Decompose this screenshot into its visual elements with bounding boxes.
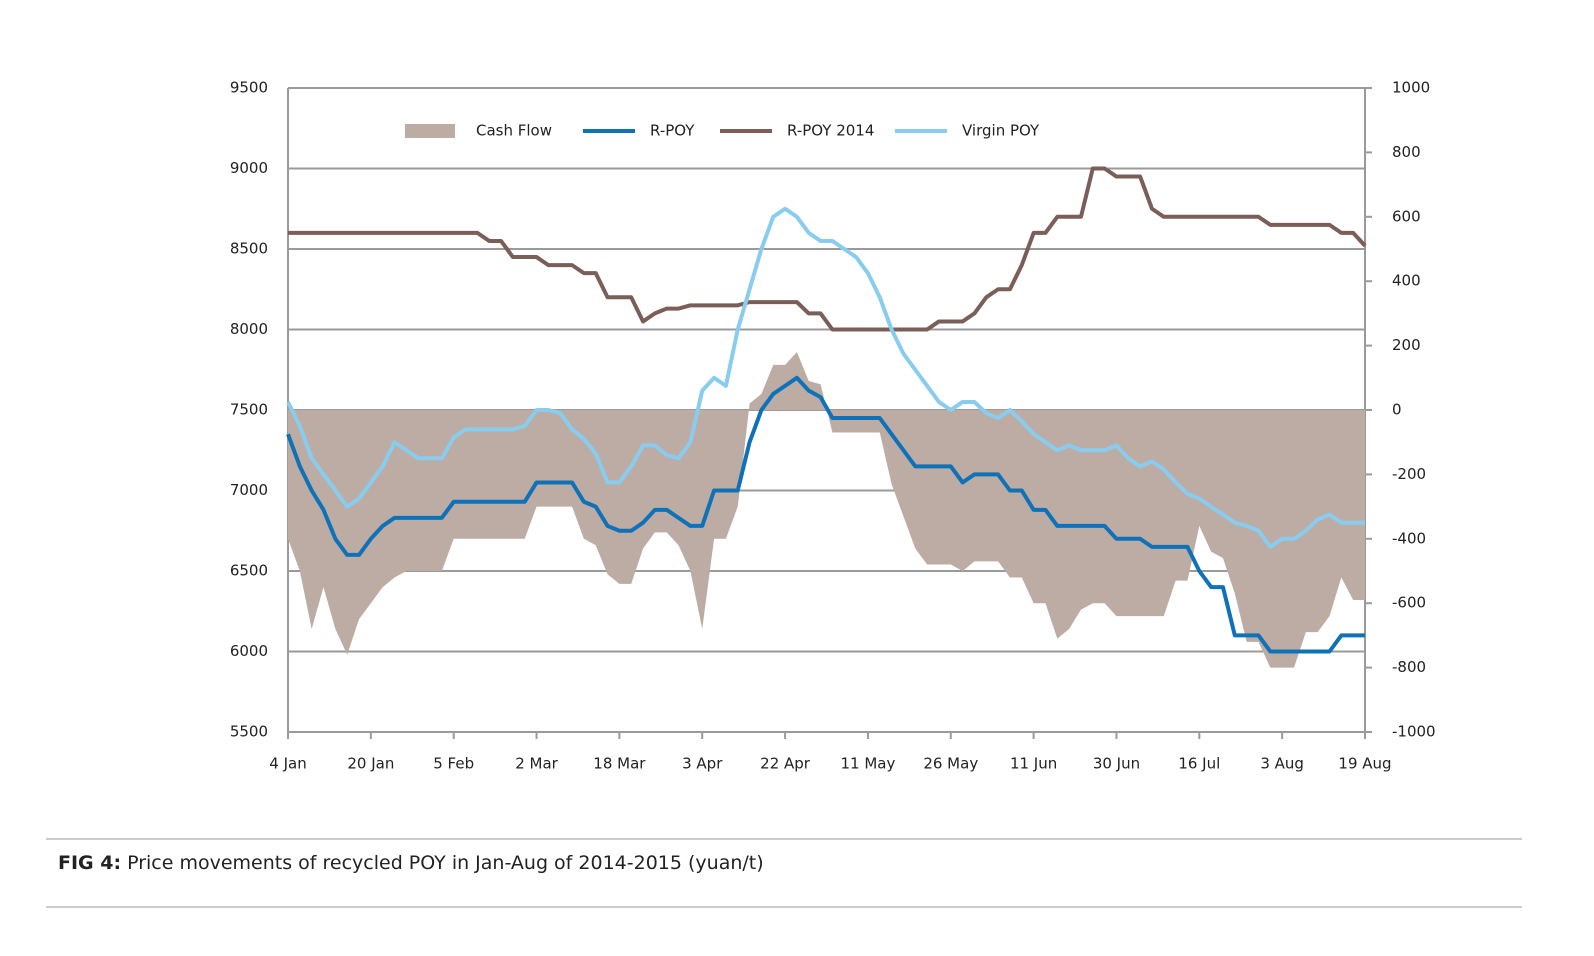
- y-tick-label: 9500: [230, 79, 268, 97]
- y2-tick-label: -200: [1392, 465, 1426, 483]
- line: [286, 375, 1365, 654]
- y2-tick-label: 1000: [1392, 79, 1430, 97]
- line: [288, 166, 1367, 332]
- legend-label: R-POY: [650, 122, 695, 140]
- x-tick-label: 30 Jun: [1093, 755, 1140, 773]
- x-tick-label: 26 May: [923, 755, 978, 773]
- area: [288, 352, 1365, 668]
- y-tick-label: 6500: [230, 562, 268, 580]
- x-tick-label: 3 Aug: [1260, 755, 1304, 773]
- x-tick-label: 5 Feb: [433, 755, 474, 773]
- legend-label: Virgin POY: [962, 122, 1040, 140]
- y-tick-label: 5500: [230, 723, 268, 741]
- legend-swatch: [405, 124, 455, 138]
- y2-tick-label: 400: [1392, 272, 1421, 290]
- caption: FIG 4: Price movements of recycled POY in…: [58, 852, 764, 874]
- caption-text: Price movements of recycled POY in Jan-A…: [127, 852, 764, 874]
- y2-tick-label: 800: [1392, 143, 1421, 161]
- legend-label: Cash Flow: [476, 122, 552, 140]
- y2-tick-label: -1000: [1392, 723, 1436, 741]
- x-tick-label: 16 Jul: [1178, 755, 1220, 773]
- y2-tick-label: -400: [1392, 529, 1426, 547]
- y2-tick-label: 0: [1392, 401, 1402, 419]
- y-tick-label: 7000: [230, 481, 268, 499]
- y-tick-label: 6000: [230, 642, 268, 660]
- x-tick-label: 22 Apr: [760, 755, 811, 773]
- x-tick-label: 11 May: [840, 755, 895, 773]
- x-tick-label: 19 Aug: [1338, 755, 1391, 773]
- x-tick-label: 18 Mar: [593, 755, 646, 773]
- x-tick-label: 4 Jan: [269, 755, 306, 773]
- legend-label: R-POY 2014: [787, 122, 874, 140]
- caption-label: FIG 4:: [58, 852, 121, 874]
- y-tick-label: 8000: [230, 320, 268, 338]
- x-tick-label: 20 Jan: [347, 755, 394, 773]
- x-tick-label: 3 Apr: [682, 755, 723, 773]
- y2-tick-label: -600: [1392, 594, 1426, 612]
- line: [286, 206, 1365, 549]
- x-tick-label: 11 Jun: [1010, 755, 1057, 773]
- y2-tick-label: 600: [1392, 207, 1421, 225]
- y-tick-label: 8500: [230, 240, 268, 258]
- y-tick-label: 7500: [230, 401, 268, 419]
- y-tick-label: 9000: [230, 159, 268, 177]
- x-tick-label: 2 Mar: [515, 755, 558, 773]
- y2-tick-label: -800: [1392, 658, 1426, 676]
- y2-tick-label: 200: [1392, 336, 1421, 354]
